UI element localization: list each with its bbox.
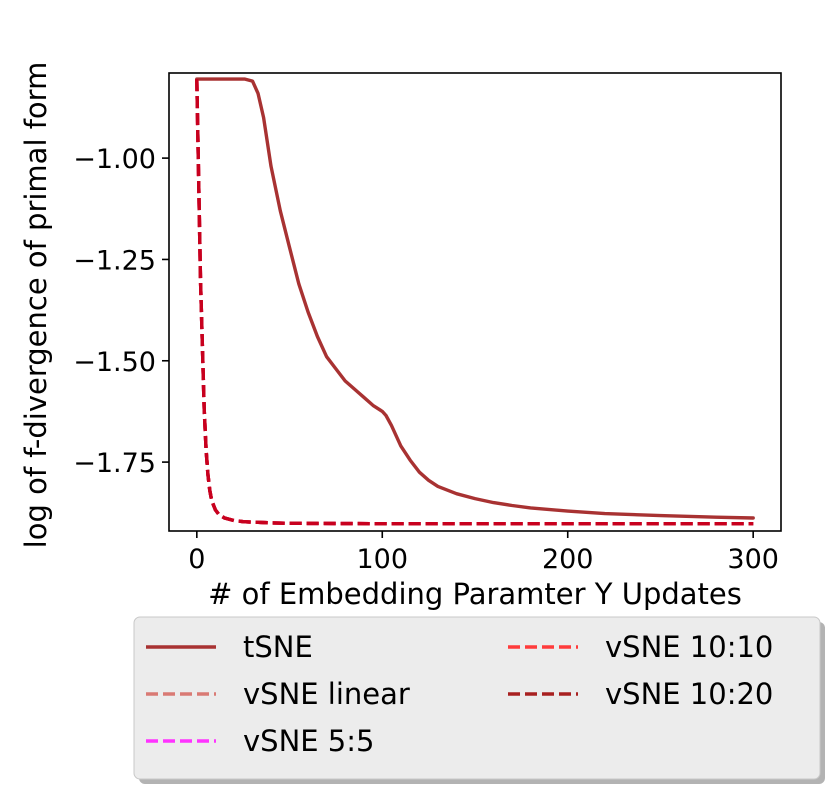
legend-label: tSNE <box>243 630 313 664</box>
series-line-1 <box>195 79 754 526</box>
series-line-2 <box>195 79 754 526</box>
legend-label: vSNE 5:5 <box>243 724 374 758</box>
x-tick-label: 300 <box>727 544 779 575</box>
x-tick-label: 100 <box>356 544 408 575</box>
legend-label: vSNE 10:10 <box>605 630 773 664</box>
y-tick-label: −1.00 <box>73 144 156 175</box>
legend-label: vSNE linear <box>243 677 410 711</box>
x-tick-label: 0 <box>188 544 205 575</box>
legend-label: vSNE 10:20 <box>605 677 773 711</box>
x-axis-title: # of Embedding Paramter Y Updates <box>208 577 742 611</box>
legend: tSNE vSNE linear vSNE 5:5 vSNE 10:10 vSNE 10… <box>133 616 825 784</box>
y-tick-label: −1.75 <box>73 448 156 479</box>
series-line-0 <box>195 77 755 520</box>
series-line-5 <box>195 79 754 526</box>
x-tick-label: 200 <box>542 544 594 575</box>
y-tick-label: −1.25 <box>73 245 156 276</box>
legend-box <box>133 616 821 780</box>
y-axis-title: log of f-divergence of primal form <box>19 62 53 549</box>
series-layer <box>195 77 755 526</box>
series-line-3 <box>195 79 754 526</box>
y-tick-label: −1.50 <box>73 347 156 378</box>
legend-items: tSNE vSNE linear vSNE 5:5 vSNE 10:10 vSNE 10… <box>146 630 773 758</box>
series-line-4 <box>195 79 754 526</box>
plot-frame <box>168 72 782 532</box>
tick-layer: 0 100 200 300 −1.00 −1.25 −1.50 −1.75 <box>73 144 779 575</box>
